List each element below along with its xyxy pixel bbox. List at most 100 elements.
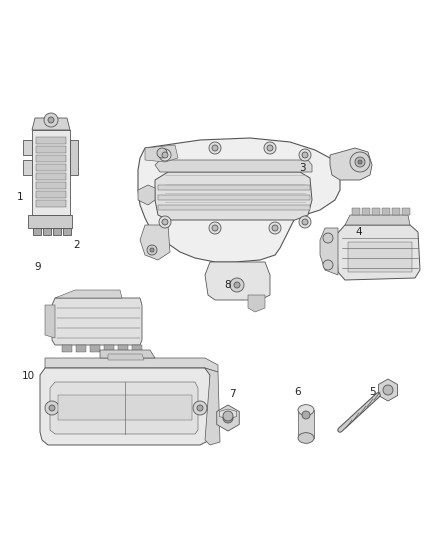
- Ellipse shape: [159, 216, 171, 228]
- Ellipse shape: [45, 401, 59, 415]
- Text: 9: 9: [34, 262, 41, 271]
- Polygon shape: [205, 368, 220, 445]
- Ellipse shape: [159, 149, 171, 161]
- Polygon shape: [36, 164, 66, 171]
- Polygon shape: [158, 205, 310, 210]
- Polygon shape: [52, 298, 142, 345]
- Polygon shape: [219, 409, 237, 419]
- Ellipse shape: [162, 152, 168, 158]
- Polygon shape: [100, 350, 155, 358]
- Ellipse shape: [383, 385, 393, 395]
- Polygon shape: [118, 345, 128, 352]
- Ellipse shape: [212, 225, 218, 231]
- Polygon shape: [205, 262, 270, 300]
- Polygon shape: [138, 185, 155, 205]
- Polygon shape: [378, 379, 398, 401]
- Polygon shape: [362, 208, 370, 215]
- Polygon shape: [36, 137, 66, 144]
- Polygon shape: [50, 382, 198, 434]
- Ellipse shape: [264, 142, 276, 154]
- Ellipse shape: [157, 148, 167, 158]
- Ellipse shape: [302, 411, 310, 419]
- Polygon shape: [298, 410, 314, 438]
- Text: 2: 2: [73, 240, 80, 250]
- Ellipse shape: [350, 152, 370, 172]
- Polygon shape: [36, 191, 66, 198]
- Polygon shape: [36, 200, 66, 207]
- Ellipse shape: [323, 260, 333, 270]
- Polygon shape: [158, 195, 310, 200]
- Text: 4: 4: [356, 227, 363, 237]
- Polygon shape: [53, 228, 61, 235]
- Polygon shape: [58, 395, 192, 420]
- Polygon shape: [248, 295, 265, 312]
- Polygon shape: [345, 215, 410, 225]
- Ellipse shape: [193, 401, 207, 415]
- Polygon shape: [320, 228, 338, 275]
- Polygon shape: [348, 242, 412, 272]
- Polygon shape: [330, 148, 372, 180]
- Polygon shape: [76, 345, 86, 352]
- Ellipse shape: [209, 222, 221, 234]
- Ellipse shape: [298, 433, 314, 443]
- Ellipse shape: [299, 216, 311, 228]
- Polygon shape: [140, 225, 170, 260]
- Polygon shape: [132, 345, 142, 352]
- Text: 5: 5: [369, 387, 376, 397]
- Polygon shape: [90, 345, 100, 352]
- Text: 6: 6: [294, 387, 301, 397]
- Polygon shape: [336, 225, 420, 280]
- Ellipse shape: [298, 405, 314, 415]
- Polygon shape: [32, 130, 70, 215]
- Polygon shape: [382, 208, 390, 215]
- Polygon shape: [138, 138, 340, 262]
- Polygon shape: [63, 228, 71, 235]
- Polygon shape: [45, 358, 218, 372]
- Ellipse shape: [223, 413, 233, 423]
- Polygon shape: [352, 208, 360, 215]
- Polygon shape: [55, 290, 122, 298]
- Text: 3: 3: [299, 163, 306, 173]
- Ellipse shape: [230, 278, 244, 292]
- Ellipse shape: [267, 145, 273, 151]
- Polygon shape: [145, 145, 178, 162]
- Ellipse shape: [212, 145, 218, 151]
- Text: 8: 8: [224, 280, 231, 290]
- Ellipse shape: [209, 142, 221, 154]
- Ellipse shape: [323, 233, 333, 243]
- Polygon shape: [70, 140, 78, 175]
- Ellipse shape: [302, 152, 308, 158]
- Polygon shape: [372, 208, 380, 215]
- Polygon shape: [155, 160, 312, 172]
- Ellipse shape: [272, 225, 278, 231]
- Polygon shape: [392, 208, 400, 215]
- Polygon shape: [23, 160, 32, 175]
- Ellipse shape: [355, 157, 365, 167]
- Polygon shape: [23, 140, 32, 155]
- Polygon shape: [36, 182, 66, 189]
- Text: 1: 1: [16, 192, 23, 202]
- Ellipse shape: [147, 245, 157, 255]
- Ellipse shape: [150, 248, 154, 252]
- Ellipse shape: [49, 405, 55, 411]
- Polygon shape: [155, 172, 312, 220]
- Polygon shape: [108, 354, 144, 360]
- Ellipse shape: [44, 113, 58, 127]
- Text: 10: 10: [22, 371, 35, 381]
- Ellipse shape: [358, 160, 362, 164]
- Polygon shape: [40, 368, 210, 445]
- Ellipse shape: [302, 219, 308, 225]
- Polygon shape: [43, 228, 51, 235]
- Ellipse shape: [197, 405, 203, 411]
- Polygon shape: [402, 208, 410, 215]
- Ellipse shape: [269, 222, 281, 234]
- Polygon shape: [36, 173, 66, 180]
- Ellipse shape: [223, 411, 233, 421]
- Ellipse shape: [48, 117, 54, 123]
- Polygon shape: [217, 405, 239, 431]
- Polygon shape: [36, 155, 66, 162]
- Polygon shape: [62, 345, 72, 352]
- Ellipse shape: [234, 282, 240, 288]
- Polygon shape: [104, 345, 114, 352]
- Polygon shape: [45, 305, 55, 338]
